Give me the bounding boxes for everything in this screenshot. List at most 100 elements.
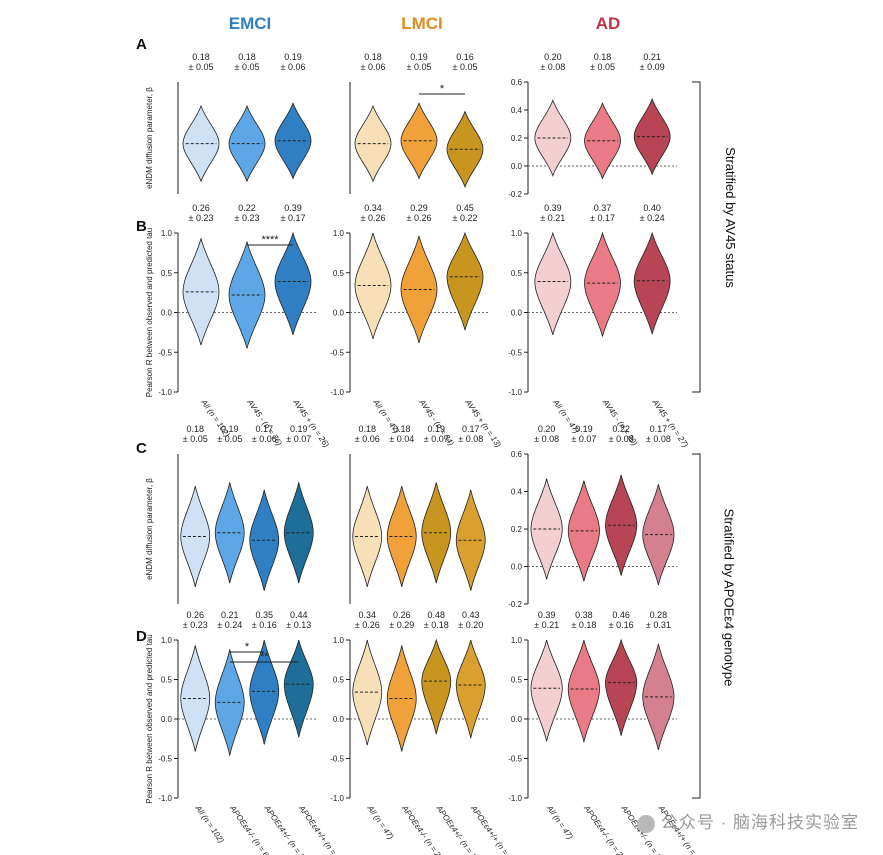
y-tick-label-b-emci-0: -1.0 <box>158 388 172 397</box>
violin-d-emci-3 <box>283 639 314 738</box>
sd-label-b-lmci-1: ± 0.26 <box>407 213 432 223</box>
sd-label-d-ad-3: ± 0.31 <box>646 620 671 630</box>
y-tick-label-b-ad-2: 0.0 <box>511 309 523 318</box>
y-tick-label-a-ad-2: 0.2 <box>511 134 523 143</box>
y-tick-label-d-ad-3: 0.5 <box>511 676 523 685</box>
violin-b-emci-2 <box>274 231 312 336</box>
y-tick-label-d-emci-2: 0.0 <box>161 715 173 724</box>
y-tick-label-b-lmci-3: 0.5 <box>333 269 345 278</box>
violin-d-emci-2 <box>249 639 280 745</box>
mean-label-c-emci-2: 0.17 <box>255 424 273 434</box>
panel-letter-b: B <box>136 218 147 235</box>
category-label-d-ad-0: All (n = 47) <box>544 803 574 841</box>
sd-label-d-emci-1: ± 0.24 <box>217 620 242 630</box>
sd-label-d-ad-2: ± 0.16 <box>609 620 634 630</box>
mean-label-c-lmci-2: 0.19 <box>427 424 445 434</box>
sd-label-b-emci-0: ± 0.23 <box>189 213 214 223</box>
y-tick-label-b-ad-0: -1.0 <box>508 388 522 397</box>
panel-letter-a: A <box>136 36 147 53</box>
violin-b-ad-0 <box>534 231 572 336</box>
sd-label-d-emci-3: ± 0.13 <box>286 620 311 630</box>
sd-label-b-ad-0: ± 0.21 <box>540 213 565 223</box>
side-label-av45: Stratified by AV45 status <box>722 147 738 288</box>
category-label-d-emci-3: APOEε4+/+ (n = 12) <box>297 803 346 855</box>
sd-label-b-lmci-0: ± 0.26 <box>361 213 386 223</box>
sig-label-b-emci-0: **** <box>261 234 279 246</box>
mean-label-b-lmci-1: 0.29 <box>410 203 428 213</box>
y-tick-label-c-ad-4: 0.6 <box>511 450 523 459</box>
mean-label-a-emci-0: 0.18 <box>192 52 210 62</box>
sd-label-d-emci-0: ± 0.23 <box>183 620 208 630</box>
violin-b-ad-1 <box>584 231 621 337</box>
sd-label-a-lmci-1: ± 0.05 <box>407 62 432 72</box>
mean-label-d-lmci-1: 0.26 <box>393 610 411 620</box>
sig-label-a-lmci-0: * <box>440 83 445 95</box>
y-tick-label-d-ad-4: 1.0 <box>511 636 523 645</box>
sd-label-c-emci-2: ± 0.06 <box>252 434 277 444</box>
sd-label-c-ad-2: ± 0.08 <box>609 434 634 444</box>
mean-label-a-ad-2: 0.21 <box>643 52 661 62</box>
sd-label-d-emci-2: ± 0.16 <box>252 620 277 630</box>
violin-d-ad-0 <box>530 639 563 742</box>
mean-label-d-lmci-2: 0.48 <box>427 610 445 620</box>
sd-label-b-ad-2: ± 0.24 <box>640 213 665 223</box>
sd-label-c-emci-0: ± 0.05 <box>183 434 208 444</box>
y-tick-label-d-ad-0: -1.0 <box>508 794 522 803</box>
mean-label-b-lmci-2: 0.45 <box>456 203 474 213</box>
mean-label-c-ad-3: 0.17 <box>650 424 668 434</box>
mean-label-b-emci-0: 0.26 <box>192 203 210 213</box>
y-tick-label-b-ad-3: 0.5 <box>511 269 523 278</box>
y-tick-label-b-emci-1: -0.5 <box>158 348 172 357</box>
mean-label-d-ad-0: 0.39 <box>538 610 556 620</box>
mean-label-a-emci-1: 0.18 <box>238 52 256 62</box>
y-tick-label-c-ad-0: -0.2 <box>508 600 522 609</box>
sig-label-d-emci-1: ** <box>260 651 269 663</box>
sd-label-d-lmci-0: ± 0.26 <box>355 620 380 630</box>
sd-label-d-ad-0: ± 0.21 <box>534 620 559 630</box>
mean-label-d-emci-2: 0.35 <box>255 610 273 620</box>
mean-label-d-ad-2: 0.46 <box>612 610 630 620</box>
group-title-lmci: LMCI <box>401 14 443 33</box>
group-title-ad: AD <box>595 14 621 33</box>
mean-label-b-lmci-0: 0.34 <box>364 203 382 213</box>
y-tick-label-c-ad-3: 0.4 <box>511 488 523 497</box>
sd-label-d-lmci-3: ± 0.20 <box>458 620 483 630</box>
mean-label-c-emci-3: 0.19 <box>290 424 308 434</box>
y-tick-label-d-lmci-2: 0.0 <box>333 715 345 724</box>
y-tick-label-d-lmci-1: -0.5 <box>330 755 344 764</box>
y-tick-label-d-emci-1: -0.5 <box>158 755 172 764</box>
y-axis-label-a-emci: eNDM diffusion parameter, β <box>145 87 154 189</box>
y-tick-label-a-ad-4: 0.6 <box>511 78 523 87</box>
mean-label-a-emci-2: 0.19 <box>284 52 302 62</box>
mean-label-c-lmci-3: 0.17 <box>462 424 480 434</box>
panel-letter-d: D <box>136 628 147 645</box>
y-tick-label-b-lmci-2: 0.0 <box>333 309 345 318</box>
watermark: 公众号 · 脑海科技实验室 <box>636 808 859 833</box>
mean-label-a-ad-0: 0.20 <box>544 52 562 62</box>
mean-label-b-ad-1: 0.37 <box>594 203 612 213</box>
sd-label-d-lmci-2: ± 0.18 <box>424 620 449 630</box>
mean-label-d-ad-1: 0.38 <box>575 610 593 620</box>
y-tick-label-d-emci-3: 0.5 <box>161 676 173 685</box>
violin-c-ad-0 <box>530 478 563 580</box>
mean-label-c-lmci-1: 0.18 <box>393 424 411 434</box>
mean-label-c-emci-1: 0.19 <box>221 424 239 434</box>
y-tick-label-b-ad-4: 1.0 <box>511 229 523 238</box>
bracket-1 <box>692 453 701 799</box>
sd-label-a-lmci-2: ± 0.05 <box>453 62 478 72</box>
bracket-0 <box>692 81 701 393</box>
violin-d-ad-1 <box>567 639 600 743</box>
y-tick-label-d-emci-0: -1.0 <box>158 794 172 803</box>
mean-label-b-ad-2: 0.40 <box>643 203 661 213</box>
mean-label-c-ad-2: 0.22 <box>612 424 630 434</box>
mean-label-c-ad-1: 0.19 <box>575 424 593 434</box>
violin-c-ad-2 <box>605 474 638 576</box>
violin-c-ad-3 <box>642 484 675 586</box>
y-tick-label-c-ad-1: 0.0 <box>511 563 523 572</box>
violin-d-lmci-3 <box>455 639 486 739</box>
sig-label-d-emci-0: * <box>245 641 250 653</box>
y-tick-label-b-lmci-1: -0.5 <box>330 348 344 357</box>
y-axis-label-b-emci: Pearson R between observed and predicted… <box>145 228 154 397</box>
sd-label-c-lmci-2: ± 0.07 <box>424 434 449 444</box>
